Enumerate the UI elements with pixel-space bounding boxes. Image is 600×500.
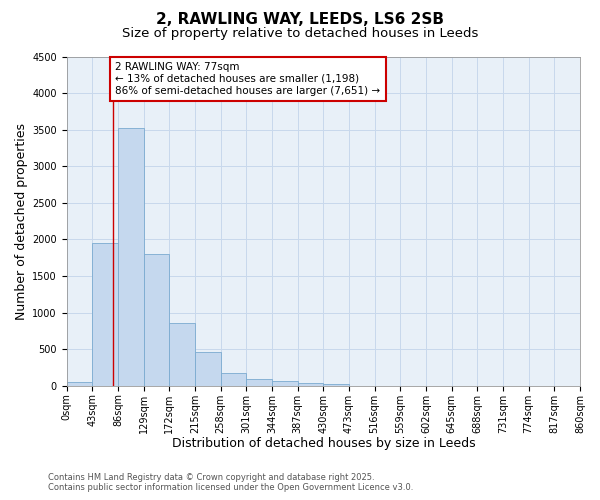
- Bar: [221, 373, 247, 386]
- Bar: [67, 382, 92, 386]
- Bar: [195, 352, 221, 386]
- Text: 2 RAWLING WAY: 77sqm
← 13% of detached houses are smaller (1,198)
86% of semi-de: 2 RAWLING WAY: 77sqm ← 13% of detached h…: [115, 62, 380, 96]
- Text: 2, RAWLING WAY, LEEDS, LS6 2SB: 2, RAWLING WAY, LEEDS, LS6 2SB: [156, 12, 444, 28]
- Bar: [92, 243, 118, 386]
- Bar: [323, 384, 349, 386]
- Bar: [118, 128, 143, 386]
- Text: Size of property relative to detached houses in Leeds: Size of property relative to detached ho…: [122, 28, 478, 40]
- Bar: [272, 381, 298, 386]
- X-axis label: Distribution of detached houses by size in Leeds: Distribution of detached houses by size …: [172, 437, 475, 450]
- Bar: [298, 383, 323, 386]
- Text: Contains HM Land Registry data © Crown copyright and database right 2025.
Contai: Contains HM Land Registry data © Crown c…: [48, 473, 413, 492]
- Y-axis label: Number of detached properties: Number of detached properties: [15, 122, 28, 320]
- Bar: [169, 323, 195, 386]
- Bar: [247, 379, 272, 386]
- Bar: [143, 254, 169, 386]
